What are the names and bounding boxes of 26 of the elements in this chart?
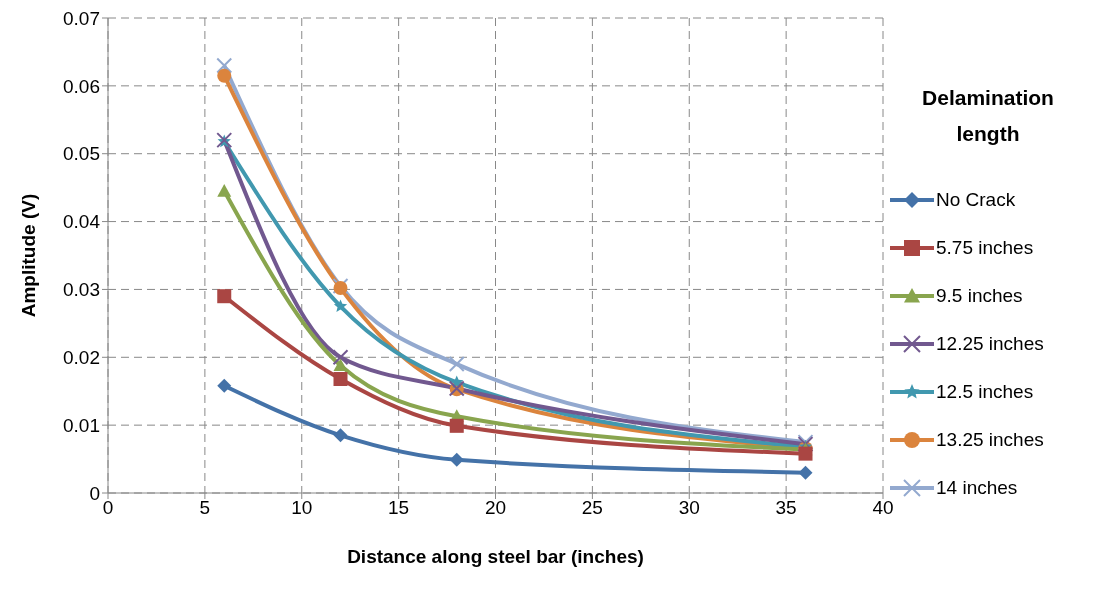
x-tick-label: 30 <box>678 497 700 519</box>
y-tick-label: 0.02 <box>63 347 100 369</box>
legend-label: 14 inches <box>936 476 1018 499</box>
y-tick-label: 0.05 <box>63 143 100 165</box>
x-tick-label: 15 <box>388 497 410 519</box>
legend-label: 13.25 inches <box>936 428 1044 451</box>
legend-label: No Crack <box>936 188 1016 211</box>
x-tick-label: 5 <box>199 497 211 519</box>
x-tick-label: 40 <box>872 497 894 519</box>
y-tick-label: 0 <box>89 482 100 504</box>
x-tick-label: 25 <box>581 497 603 519</box>
y-tick-label: 0.06 <box>63 75 100 97</box>
legend-title: Delamination length <box>921 84 1055 147</box>
legend-label: 5.75 inches <box>936 236 1034 259</box>
legend-label: 12.25 inches <box>936 332 1044 355</box>
y-tick-label: 0.07 <box>63 7 100 29</box>
y-axis-title: Amplitude (V) <box>17 193 39 318</box>
legend-label: 9.5 inches <box>936 284 1023 307</box>
legend-label: 12.5 inches <box>936 380 1034 403</box>
y-tick-label: 0.01 <box>63 414 100 436</box>
y-tick-label: 0.04 <box>63 211 101 233</box>
x-tick-label: 35 <box>775 497 797 519</box>
x-tick-label: 20 <box>484 497 507 519</box>
x-tick-label: 10 <box>291 497 313 519</box>
x-axis-title: Distance along steel bar (inches) <box>347 546 644 567</box>
y-tick-label: 0.03 <box>63 279 100 301</box>
